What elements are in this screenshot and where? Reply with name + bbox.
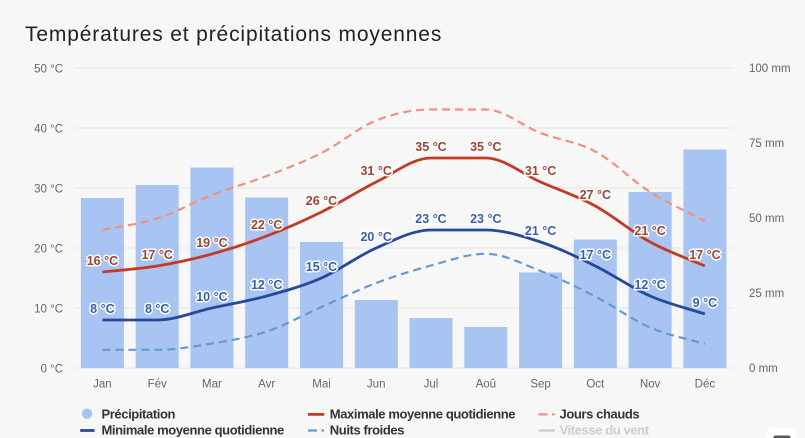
svg-text:31 °C: 31 °C [360, 164, 391, 178]
svg-text:Mar: Mar [202, 378, 222, 390]
svg-text:23 °C: 23 °C [470, 212, 501, 226]
svg-text:12 °C: 12 °C [634, 278, 665, 292]
svg-text:21 °C: 21 °C [634, 224, 665, 238]
svg-text:Maximale moyenne quotidienne: Maximale moyenne quotidienne [330, 407, 515, 422]
svg-text:17 °C: 17 °C [141, 248, 172, 262]
svg-text:100 mm: 100 mm [749, 63, 791, 75]
svg-text:35 °C: 35 °C [415, 140, 446, 154]
svg-text:Sep: Sep [530, 378, 550, 390]
svg-text:Oct: Oct [586, 378, 605, 390]
svg-text:Nov: Nov [640, 378, 661, 390]
svg-text:50 °C: 50 °C [34, 63, 63, 75]
svg-text:8 °C: 8 °C [90, 302, 114, 316]
svg-text:30 °C: 30 °C [34, 183, 63, 195]
svg-text:9 °C: 9 °C [693, 296, 717, 310]
svg-text:25 mm: 25 mm [749, 288, 784, 300]
svg-text:16 °C: 16 °C [87, 254, 118, 268]
svg-text:Nuits froides: Nuits froides [330, 423, 404, 438]
svg-text:17 °C: 17 °C [689, 248, 720, 262]
svg-text:26 °C: 26 °C [306, 194, 337, 208]
svg-text:Vitesse du vent: Vitesse du vent [560, 423, 650, 438]
svg-text:31 °C: 31 °C [525, 164, 556, 178]
svg-text:Fév: Fév [148, 378, 167, 390]
svg-text:10 °C: 10 °C [196, 290, 227, 304]
svg-text:21 °C: 21 °C [525, 224, 556, 238]
svg-text:Jul: Jul [424, 378, 439, 390]
svg-text:50 mm: 50 mm [749, 213, 784, 225]
svg-text:Déc: Déc [695, 378, 716, 390]
svg-text:Avr: Avr [258, 378, 275, 390]
svg-text:20 °C: 20 °C [360, 230, 391, 244]
svg-text:15 °C: 15 °C [306, 260, 337, 274]
svg-text:35 °C: 35 °C [470, 140, 501, 154]
svg-text:23 °C: 23 °C [415, 212, 446, 226]
svg-text:8 °C: 8 °C [145, 302, 169, 316]
svg-text:19 °C: 19 °C [196, 236, 227, 250]
svg-text:20 °C: 20 °C [34, 243, 63, 255]
svg-text:22 °C: 22 °C [251, 218, 282, 232]
svg-text:17 °C: 17 °C [580, 248, 611, 262]
svg-text:40 °C: 40 °C [34, 123, 63, 135]
svg-text:12 °C: 12 °C [251, 278, 282, 292]
svg-text:10 °C: 10 °C [34, 303, 63, 315]
svg-text:Mai: Mai [312, 378, 331, 390]
svg-text:Jours chauds: Jours chauds [560, 407, 640, 422]
svg-text:Minimale moyenne quotidienne: Minimale moyenne quotidienne [102, 423, 285, 438]
svg-text:75 mm: 75 mm [749, 138, 784, 150]
svg-text:27 °C: 27 °C [580, 188, 611, 202]
svg-text:Jan: Jan [93, 378, 112, 390]
svg-text:Jun: Jun [367, 378, 386, 390]
svg-text:Précipitation: Précipitation [102, 407, 176, 422]
svg-text:Aoû: Aoû [476, 378, 496, 390]
svg-text:0 °C: 0 °C [41, 363, 64, 375]
svg-text:0 mm: 0 mm [749, 363, 778, 375]
